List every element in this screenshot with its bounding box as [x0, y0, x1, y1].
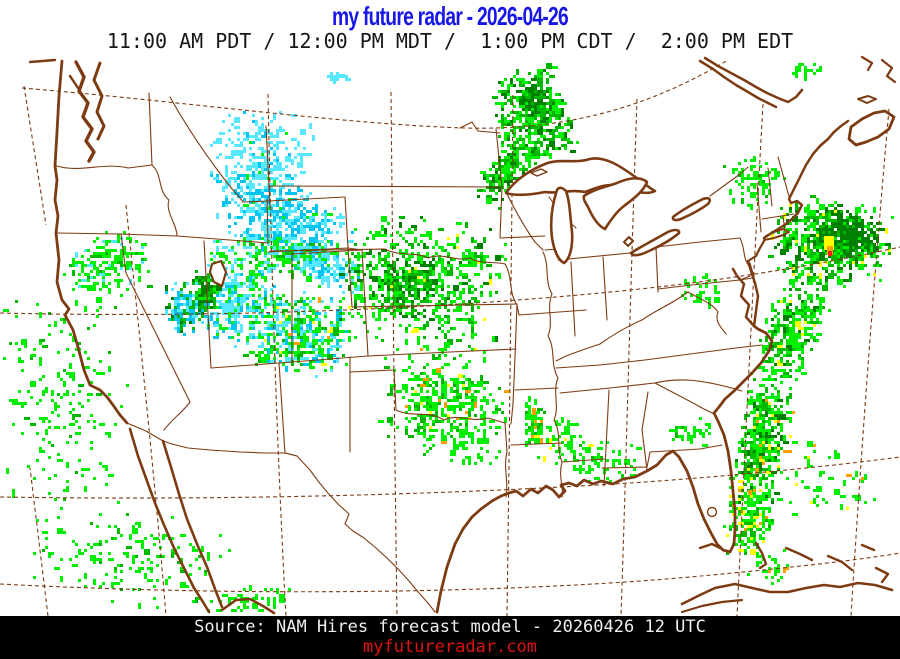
state-borders	[55, 92, 795, 613]
footer-bar: Source: NAM Hires forecast model - 20260…	[0, 616, 900, 659]
lake-erie	[629, 228, 681, 257]
gulf-and-east-coast	[435, 324, 774, 614]
header: my future radar - 2026-04-26 11:00 AM PD…	[0, 0, 900, 51]
valid-times-label: 11:00 AM PDT / 12:00 PM MDT / 1:00 PM CD…	[106, 29, 794, 54]
page-title: my future radar - 2026-04-26	[332, 1, 569, 31]
nova-scotia	[847, 109, 896, 147]
new-england-coast	[762, 119, 850, 240]
cuba	[680, 581, 894, 606]
bahamas	[698, 541, 890, 584]
website-text: myfutureradar.com	[363, 637, 537, 657]
lake-michigan	[549, 186, 574, 265]
source-text: Source: NAM Hires forecast model - 20260…	[194, 617, 706, 637]
great-salt-lake	[208, 259, 228, 288]
lake-huron	[582, 177, 649, 231]
puget-sound	[74, 60, 96, 163]
baja-california	[128, 427, 211, 614]
lake-okeechobee	[706, 506, 718, 518]
radar-precipitation-layer	[3, 63, 894, 612]
st-lawrence	[698, 59, 778, 109]
lake-ontario	[671, 196, 712, 222]
great-lakes	[208, 157, 718, 518]
coastlines	[28, 55, 897, 615]
chesapeake-bay	[731, 267, 756, 328]
